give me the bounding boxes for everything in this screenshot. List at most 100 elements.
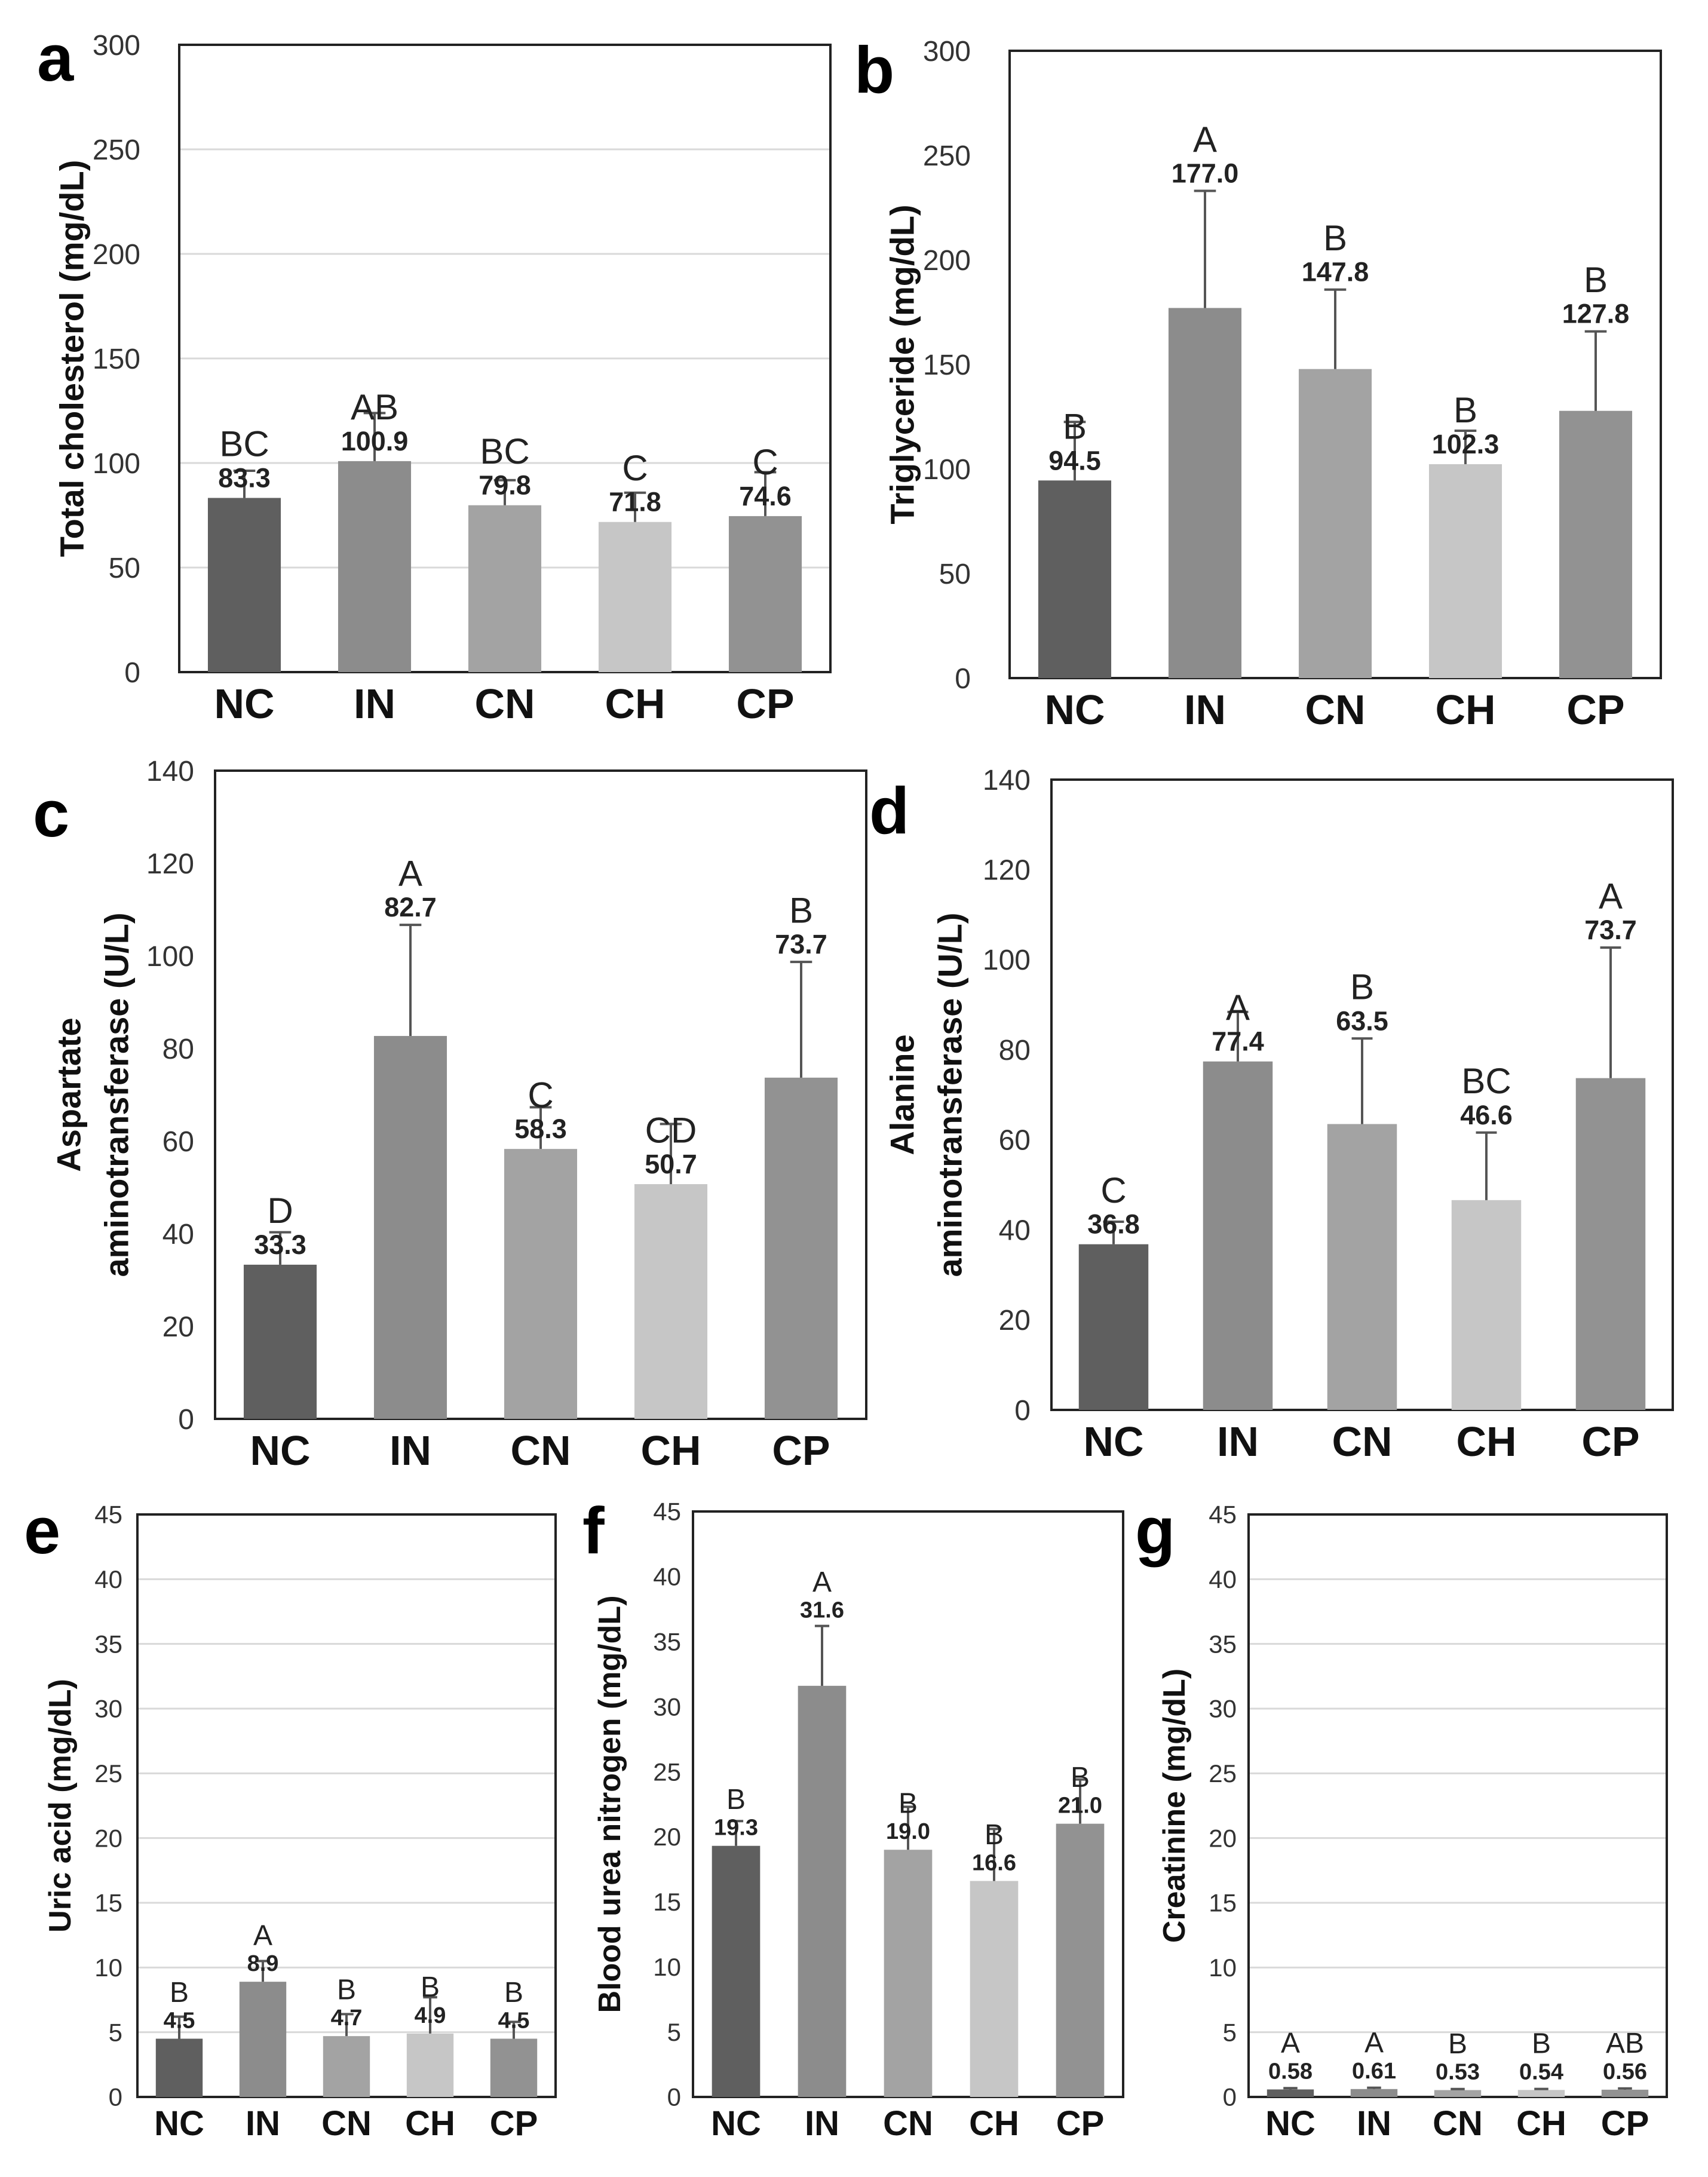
- value-label: 82.7: [384, 892, 437, 922]
- bar-CP: [490, 2038, 538, 2097]
- panel-b: 0 50 100 150 200 250 300 Triglyceride (mg/dL) b 9…: [854, 33, 1662, 733]
- plot-frame: [1247, 1513, 1668, 2098]
- x-tick-label: CN: [1433, 2104, 1483, 2143]
- panel-letter: d: [869, 774, 909, 848]
- y-tick-label: 120: [146, 848, 194, 880]
- panel-letter: e: [24, 1494, 60, 1568]
- group-letter: B: [1350, 967, 1374, 1007]
- x-tick-label: CP: [736, 680, 794, 727]
- value-label: 77.4: [1212, 1026, 1264, 1057]
- bar-IN: [373, 1036, 447, 1419]
- group-letter: B: [1063, 407, 1087, 447]
- panel-c: 0 20 40 60 80 100 120 140 Aspartate aminotransfer…: [33, 756, 867, 1474]
- group-letter: B: [899, 1788, 918, 1820]
- value-label: 4.7: [331, 2006, 363, 2031]
- bar-NC: [155, 2038, 203, 2097]
- value-label: 147.8: [1302, 257, 1369, 287]
- panel-letter: b: [854, 33, 894, 107]
- group-letter: CD: [645, 1110, 697, 1150]
- y-axis-title: Triglyceride (mg/dL): [884, 204, 921, 524]
- bar-IN: [1203, 1061, 1273, 1410]
- group-letter: B: [1454, 390, 1477, 430]
- y-tick-label: 35: [653, 1627, 681, 1655]
- bar-CN: [504, 1149, 578, 1419]
- y-tick-label: 40: [162, 1219, 194, 1250]
- y-tick-label: 100: [93, 448, 140, 480]
- bar-CN: [1434, 2090, 1482, 2097]
- value-label: 83.3: [218, 462, 271, 493]
- group-letter: A: [1226, 988, 1250, 1028]
- bar-CN: [323, 2036, 370, 2097]
- value-label: 0.58: [1268, 2059, 1313, 2084]
- value-label: 102.3: [1432, 429, 1500, 459]
- y-tick-label: 0: [124, 657, 140, 689]
- y-tick-label: 200: [923, 245, 971, 277]
- x-tick-label: CN: [1305, 686, 1365, 733]
- value-label: 74.6: [739, 481, 792, 511]
- y-tick-label: 30: [653, 1692, 681, 1721]
- value-label: 94.5: [1048, 445, 1101, 476]
- x-tick-label: CH: [640, 1427, 701, 1474]
- bar-CP: [1601, 2089, 1649, 2097]
- y-tick-label: 50: [939, 559, 971, 590]
- y-tick-label: 140: [146, 756, 194, 787]
- value-label: 0.54: [1519, 2059, 1563, 2084]
- x-tick-label: CH: [969, 2104, 1019, 2143]
- panel-letter: a: [37, 22, 74, 95]
- value-label: 71.8: [609, 487, 661, 517]
- y-tick-label: 15: [1209, 1889, 1237, 1917]
- y-tick-label: 120: [983, 855, 1031, 887]
- y-tick-label: 20: [999, 1305, 1031, 1336]
- y-tick-label: 60: [999, 1125, 1031, 1157]
- x-tick-label: CH: [1435, 686, 1495, 733]
- panel-letter: f: [582, 1494, 605, 1568]
- bar-CH: [634, 1184, 708, 1419]
- y-tick-label: 80: [999, 1035, 1031, 1066]
- bar-NC: [243, 1264, 317, 1419]
- bar-CH: [1428, 464, 1502, 678]
- group-letter: A: [398, 853, 422, 893]
- group-letter: D: [267, 1191, 293, 1231]
- x-tick-label: IN: [1357, 2104, 1391, 2143]
- value-label: 79.8: [479, 470, 531, 501]
- group-letter: C: [528, 1075, 553, 1115]
- y-tick-label: 100: [146, 941, 194, 973]
- bar-IN: [798, 1685, 847, 2097]
- x-tick-label: CH: [405, 2104, 455, 2143]
- x-tick-label: NC: [1044, 686, 1105, 733]
- y-tick-label: 300: [93, 30, 140, 62]
- y-tick-label: 40: [1209, 1565, 1237, 1593]
- y-tick-label: 0: [667, 2083, 681, 2111]
- y-tick-label: 80: [162, 1034, 194, 1065]
- x-tick-label: IN: [390, 1427, 431, 1474]
- group-letter: AB: [351, 387, 398, 427]
- y-tick-label: 10: [1209, 1954, 1237, 1982]
- x-tick-label: CN: [321, 2104, 372, 2143]
- y-axis-title: Alanine: [884, 1034, 921, 1155]
- x-tick-label: CP: [1581, 1418, 1639, 1465]
- x-tick-label: NC: [1083, 1418, 1143, 1465]
- bar-IN: [239, 1982, 287, 2097]
- value-label: 0.53: [1436, 2060, 1480, 2085]
- value-label: 4.9: [415, 2003, 446, 2028]
- bar-CH: [598, 522, 672, 672]
- x-tick-label: CN: [883, 2104, 933, 2143]
- group-letter: C: [1100, 1170, 1126, 1210]
- bar-IN: [1168, 308, 1242, 678]
- y-tick-label: 20: [653, 1823, 681, 1851]
- panel-g: 0 5 10 15 20 25 30 35 40 45 Creatinine (mg/dL) g 0.5…: [1135, 1494, 1668, 2143]
- bar-CH: [1517, 2090, 1565, 2097]
- x-tick-label: CN: [474, 680, 535, 727]
- value-label: 46.6: [1460, 1100, 1513, 1130]
- group-letter: BC: [480, 431, 529, 471]
- y-axis-title: Total cholesterol (mg/dL): [53, 160, 91, 557]
- y-tick-label: 40: [653, 1563, 681, 1591]
- value-label: 21.0: [1058, 1793, 1102, 1819]
- y-tick-label: 25: [653, 1758, 681, 1786]
- value-label: 0.61: [1352, 2059, 1396, 2084]
- bar-NC: [1267, 2089, 1314, 2097]
- y-tick-label: 200: [93, 239, 140, 271]
- group-letter: B: [504, 1977, 523, 2009]
- y-tick-label: 40: [94, 1565, 122, 1593]
